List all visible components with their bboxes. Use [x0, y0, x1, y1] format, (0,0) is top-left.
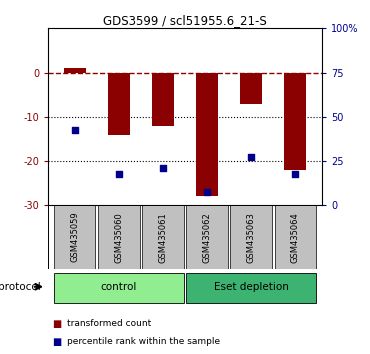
Text: control: control — [101, 282, 137, 292]
Bar — [108, 73, 130, 135]
Text: transformed count: transformed count — [67, 319, 151, 329]
Text: protocol: protocol — [0, 282, 41, 292]
Point — [292, 172, 298, 177]
Point — [248, 154, 254, 160]
Text: GSM435062: GSM435062 — [203, 212, 212, 263]
Text: GSM435059: GSM435059 — [70, 212, 79, 263]
Text: Eset depletion: Eset depletion — [214, 282, 289, 292]
Bar — [186, 205, 228, 269]
Bar — [240, 73, 262, 104]
Bar — [196, 73, 218, 196]
Bar — [231, 205, 272, 269]
Title: GDS3599 / scl51955.6_21-S: GDS3599 / scl51955.6_21-S — [103, 14, 267, 27]
Point — [116, 172, 122, 177]
Bar — [142, 205, 184, 269]
Bar — [98, 205, 139, 269]
Text: ■: ■ — [52, 337, 61, 347]
Text: GSM435060: GSM435060 — [114, 212, 123, 263]
Bar — [285, 73, 306, 170]
Text: percentile rank within the sample: percentile rank within the sample — [67, 337, 220, 346]
Bar — [152, 73, 174, 126]
Bar — [64, 68, 85, 73]
Text: GSM435064: GSM435064 — [291, 212, 300, 263]
Bar — [186, 273, 316, 303]
Point — [160, 165, 166, 171]
Point — [204, 189, 210, 195]
Bar — [54, 205, 95, 269]
Text: GSM435061: GSM435061 — [158, 212, 167, 263]
Bar — [275, 205, 316, 269]
Bar — [54, 273, 184, 303]
Text: GSM435063: GSM435063 — [247, 212, 256, 263]
Point — [72, 127, 78, 133]
Text: ■: ■ — [52, 319, 61, 329]
